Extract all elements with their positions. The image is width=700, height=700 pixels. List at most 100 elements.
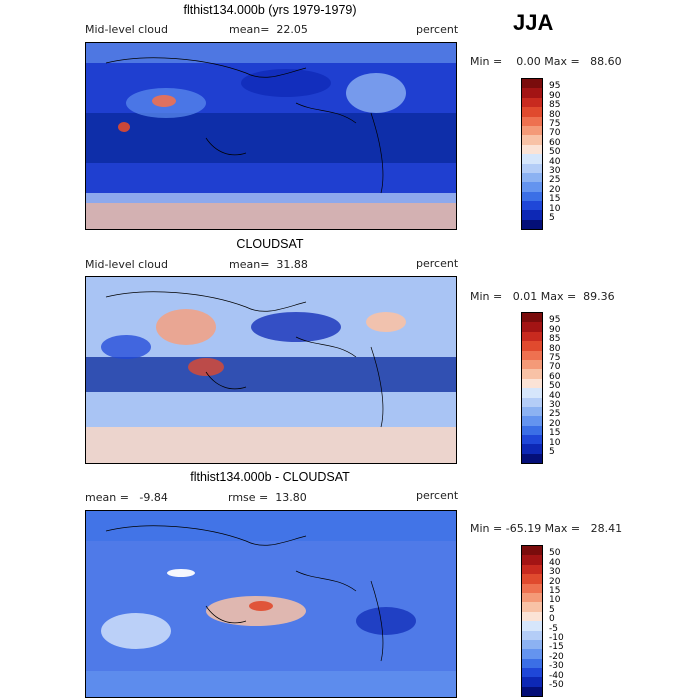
colorbar-swatch (522, 88, 542, 98)
colorbar-swatch (522, 359, 542, 370)
colorbar-swatch (522, 191, 542, 202)
colorbar-level-label: 5 (549, 604, 555, 615)
panel-1-mean-label: mean= 22.05 (229, 23, 308, 36)
colorbar-swatch (522, 313, 542, 323)
season-label: JJA (513, 10, 554, 35)
colorbar-swatch (522, 425, 542, 436)
colorbar-swatch (522, 677, 542, 687)
colorbar-level-label: 85 (549, 100, 561, 111)
colorbar-level-label: -40 (549, 670, 564, 681)
colorbar-swatch (522, 331, 542, 342)
colorbar-level-label: 90 (549, 90, 561, 101)
panel-3-map-field (86, 511, 456, 697)
panel-2-variable-label: Mid-level cloud (85, 258, 168, 271)
colorbar-swatch (522, 555, 542, 565)
colorbar-swatch (522, 592, 542, 603)
panel-3-map (85, 510, 457, 698)
colorbar-swatch (522, 611, 542, 622)
colorbar-level-label: 15 (549, 428, 561, 439)
colorbar-level-label: 70 (549, 362, 561, 373)
panel-2-units-label: percent (416, 257, 459, 270)
colorbar-level-label: 0 (549, 614, 555, 625)
panel-3-units-label: percent (416, 489, 459, 502)
colorbar-swatch (522, 397, 542, 407)
colorbar-level-label: 40 (549, 156, 561, 167)
colorbar-swatch (522, 639, 542, 650)
colorbar-swatch (522, 453, 542, 464)
colorbar-swatch (522, 658, 542, 669)
colorbar-level-label: 80 (549, 343, 561, 354)
colorbar-level-label: 30 (549, 567, 561, 578)
panel-3-coastlines (105, 525, 384, 662)
colorbar-swatch (522, 135, 542, 145)
colorbar-swatch (522, 144, 542, 155)
colorbar-swatch (522, 602, 542, 612)
colorbar-swatch (522, 416, 542, 426)
colorbar-swatch (522, 322, 542, 332)
panel-2-map-field (86, 277, 456, 463)
colorbar-swatch (522, 350, 542, 360)
colorbar-level-label: 5 (549, 447, 555, 457)
colorbar-swatch (522, 444, 542, 454)
panel-3-minmax: Min = -65.19 Max = 28.41 (470, 522, 623, 535)
colorbar-level-label: 40 (549, 557, 561, 568)
colorbar-level-label: 50 (549, 381, 561, 392)
colorbar-swatch (522, 154, 542, 164)
colorbar-swatch (522, 116, 542, 126)
colorbar-swatch (522, 546, 542, 556)
colorbar-swatch (522, 210, 542, 220)
panel-2-title: CLOUDSAT (236, 237, 304, 251)
colorbar-swatch (522, 182, 542, 192)
colorbar-swatch (522, 79, 542, 89)
colorbar-level-label: -5 (549, 623, 558, 634)
colorbar-swatch (522, 583, 542, 593)
colorbar-swatch (522, 341, 542, 351)
colorbar-level-label: 20 (549, 576, 561, 587)
colorbar-swatch (522, 668, 542, 678)
panel-1-title: flthist134.000b (yrs 1979-1979) (183, 3, 357, 17)
colorbar-level-label: 15 (549, 194, 561, 205)
colorbar-level-label: 90 (549, 324, 561, 335)
colorbar-level-label: 60 (549, 137, 561, 148)
colorbar-swatch (522, 621, 542, 631)
colorbar-level-label: 95 (549, 315, 561, 326)
colorbar-level-label: 20 (549, 418, 561, 429)
panel-2-mean-label: mean= 31.88 (229, 258, 308, 271)
colorbar-swatch (522, 564, 542, 575)
colorbar-level-label: -10 (549, 633, 564, 643)
colorbar-swatch (522, 574, 542, 584)
panel-1-colorbar (521, 78, 543, 231)
colorbar-level-label: 75 (549, 353, 561, 363)
panel-2-map (85, 276, 457, 464)
colorbar-level-label: 10 (549, 595, 561, 606)
colorbar-level-label: 50 (549, 147, 561, 158)
colorbar-level-label: 80 (549, 109, 561, 120)
colorbar-level-label: -30 (549, 661, 564, 672)
panel-1-units-label: percent (416, 23, 459, 36)
panel-2-minmax: Min = 0.01 Max = 89.36 (470, 290, 615, 303)
colorbar-swatch (522, 649, 542, 659)
colorbar-swatch (522, 369, 542, 379)
colorbar-level-label: -20 (549, 651, 564, 662)
colorbar-level-label: 30 (549, 400, 561, 410)
colorbar-level-label: 20 (549, 184, 561, 195)
colorbar-swatch (522, 630, 542, 640)
colorbar-level-label: 25 (549, 175, 561, 186)
panel-3-colorbar (521, 545, 543, 698)
colorbar-level-label: 50 (549, 548, 561, 559)
colorbar-swatch (522, 107, 542, 117)
panel-1-map-field (86, 43, 456, 229)
colorbar-level-label: -15 (549, 642, 564, 653)
colorbar-level-label: -50 (549, 680, 564, 690)
colorbar-swatch (522, 163, 542, 173)
colorbar-level-label: 40 (549, 390, 561, 401)
colorbar-level-label: 10 (549, 203, 561, 214)
panel-2-colorbar (521, 312, 543, 465)
colorbar-level-label: 75 (549, 119, 561, 129)
panel-3-mean-label: mean = -9.84 (85, 491, 168, 504)
colorbar-swatch (522, 97, 542, 108)
panel-1-variable-label: Mid-level cloud (85, 23, 168, 36)
colorbar-swatch (522, 686, 542, 697)
panel-3-title: flthist134.000b - CLOUDSAT (190, 470, 350, 484)
colorbar-swatch (522, 378, 542, 389)
